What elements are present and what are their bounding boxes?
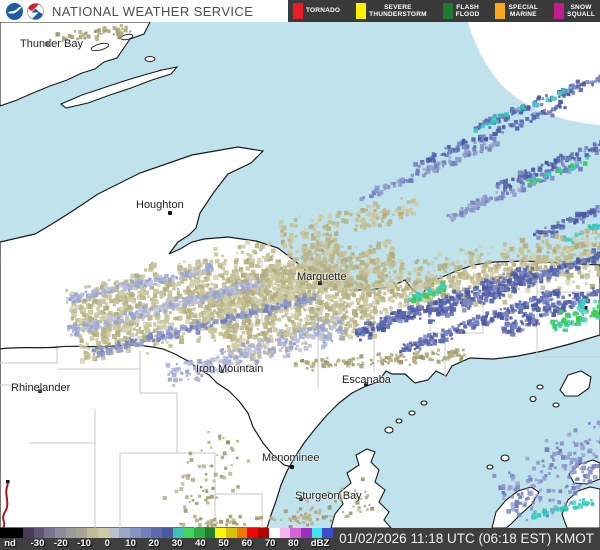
dbz-scale-segment xyxy=(76,528,88,538)
dbz-scale-segment xyxy=(204,528,216,538)
dbz-scale-segment xyxy=(215,528,227,538)
dbz-unit-label: dBZ xyxy=(310,538,330,549)
city-dot-marquette xyxy=(318,281,322,285)
dbz-scale-segment xyxy=(65,528,77,538)
warning-legend-item: TORNADO xyxy=(293,0,340,22)
city-dot-houghton xyxy=(168,211,172,215)
dbz-scale-segment xyxy=(258,528,269,538)
city-label-thunder-bay: Thunder Bay xyxy=(20,38,83,50)
dbz-tick-70: 70 xyxy=(264,538,276,549)
city-dot-sturgeon-bay xyxy=(299,497,303,501)
city-label-sturgeon-bay: Sturgeon Bay xyxy=(295,490,362,502)
warning-label: TORNADO xyxy=(306,7,341,15)
dbz-tick-80: 80 xyxy=(288,538,299,549)
warning-label: SPECIAL MARINE xyxy=(508,3,539,18)
dbz-scale-segment xyxy=(226,528,237,538)
banner-left: NATIONAL WEATHER SERVICE xyxy=(6,0,253,22)
city-dot-menominee xyxy=(290,465,294,469)
warning-color-swatch xyxy=(293,3,303,19)
nws-logo-icon[interactable] xyxy=(27,2,44,20)
city-label-escanaba: Escanaba xyxy=(342,374,391,386)
ontario-land xyxy=(0,22,151,107)
city-dot-iron-mountain xyxy=(220,369,224,373)
city-dot-thunder-bay xyxy=(45,42,49,46)
dbz-scale-segment xyxy=(55,528,66,538)
dbz-scale-segment xyxy=(119,528,130,538)
door-peninsula xyxy=(330,448,392,528)
dbz-scale-segment xyxy=(311,528,323,538)
warning-color-swatch xyxy=(442,3,453,19)
dbz-tick-0: 0 xyxy=(104,538,110,549)
timestamp-text: 01/02/2026 11:18 UTC (06:18 EST) KMOT xyxy=(339,531,594,546)
dbz-scale-segment xyxy=(140,528,152,538)
warning-color-swatch xyxy=(554,3,565,19)
city-label-houghton: Houghton xyxy=(136,199,184,211)
dbz-tick-60: 60 xyxy=(241,538,253,549)
dbz-scale-segment xyxy=(44,528,56,538)
dbz-scale-segment xyxy=(97,528,109,538)
dbz-scale-segment xyxy=(151,528,162,538)
dbz-scale-segment xyxy=(236,528,248,538)
city-label-marquette: Marquette xyxy=(297,271,347,283)
dbz-scale-segment xyxy=(268,528,280,538)
warning-label: FLASH FLOOD xyxy=(455,3,480,18)
dbz-scale-segment xyxy=(172,528,184,538)
dbz-scale-segment xyxy=(161,528,173,538)
dbz-tick--30: -30 xyxy=(30,538,45,549)
warning-label: SEVERE THUNDERSTORM xyxy=(369,3,427,18)
dbz-scale-segment xyxy=(23,528,34,538)
warning-legend: TORNADO SEVERE THUNDERSTORM FLASH FLOOD SPECI… xyxy=(288,0,600,22)
dbz-tick-50: 50 xyxy=(218,538,229,549)
dbz-scale-segment xyxy=(129,528,141,538)
noaa-logo-icon[interactable] xyxy=(6,2,23,20)
dbz-scale-segment xyxy=(247,528,259,538)
dbz-tick-30: 30 xyxy=(171,538,183,549)
highway-red-line xyxy=(2,483,9,528)
unlabeled-town-dot-east xyxy=(584,306,588,310)
warning-legend-item: FLASH FLOOD xyxy=(442,0,480,22)
warning-legend-item: SEVERE THUNDERSTORM xyxy=(356,0,427,22)
map-canvas xyxy=(0,22,600,528)
dbz-scale-segment xyxy=(33,528,45,538)
dbz-tick--20: -20 xyxy=(53,538,68,549)
garden-peninsula-island xyxy=(559,370,592,397)
warning-color-swatch xyxy=(495,3,506,19)
city-label-menominee: Menominee xyxy=(262,452,320,464)
city-dot-escanaba xyxy=(364,382,368,386)
dbz-scale-segment xyxy=(279,528,291,538)
radar-map[interactable]: Thunder Bay Houghton Marquette Iron Mountai… xyxy=(0,22,600,528)
isle-royale-island xyxy=(59,66,179,109)
unlabeled-town-dot xyxy=(6,480,10,484)
city-dot-rhinelander xyxy=(38,389,42,393)
warning-color-swatch xyxy=(356,3,367,19)
city-label-rhinelander: Rhinelander xyxy=(11,382,71,394)
dbz-scale-segment xyxy=(300,528,312,538)
dbz-tick-40: 40 xyxy=(195,538,206,549)
dbz-scale-segment xyxy=(322,528,333,538)
agency-title[interactable]: NATIONAL WEATHER SERVICE xyxy=(52,3,254,19)
dbz-scale-segment xyxy=(87,528,98,538)
dbz-scale-segment xyxy=(183,528,194,538)
nws-banner: NATIONAL WEATHER SERVICE TORNADO SEVERE TH… xyxy=(0,0,600,22)
dbz-scale-segment xyxy=(0,528,23,538)
radar-coverage-gap xyxy=(468,22,600,125)
city-label-iron-mountain: Iron Mountain xyxy=(196,363,264,375)
dbz-tick--10: -10 xyxy=(77,538,91,549)
dbz-color-scale xyxy=(0,528,333,538)
dbz-tick-nd: nd xyxy=(4,538,16,549)
dbz-tick-20: 20 xyxy=(148,538,160,549)
warning-legend-item: SPECIAL MARINE xyxy=(495,0,538,22)
warning-legend-item: SNOW SQUALL xyxy=(554,0,595,22)
bottom-status-bar: nd -30 -20 -10 0 10 20 30 40 50 60 70 80 dBZ 01/02/20… xyxy=(0,528,600,550)
dbz-scale-segment xyxy=(108,528,120,538)
dbz-scale-segment xyxy=(290,528,301,538)
radar-echoes-layer xyxy=(55,23,600,528)
dbz-scale-segment xyxy=(194,528,205,538)
dbz-tick-10: 10 xyxy=(125,538,136,549)
warning-label: SNOW SQUALL xyxy=(567,3,595,18)
